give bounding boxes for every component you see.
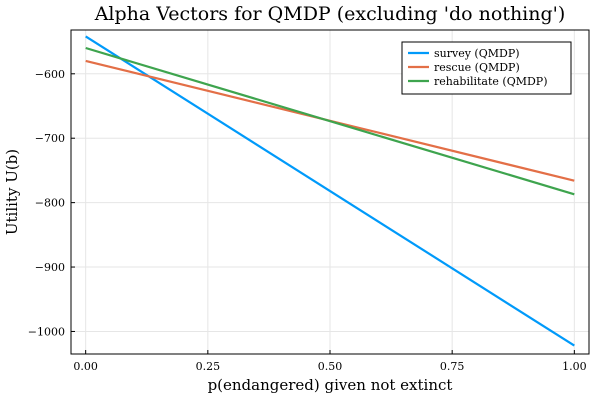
x-tick-label: 0.75 [440,360,465,373]
y-tick-label: −800 [35,197,65,210]
y-axis-label: Utility U(b) [3,149,21,235]
y-tick-label: −1000 [28,325,65,338]
legend-label: rescue (QMDP) [434,61,520,74]
series-layer [85,35,575,347]
legend-items: survey (QMDP)rescue (QMDP)rehabilitate (… [408,47,548,88]
x-tick-label: 0.50 [318,360,343,373]
y-tick-label: −700 [35,132,65,145]
legend: survey (QMDP)rescue (QMDP)rehabilitate (… [401,41,572,95]
y-axis-ticks: −1000 −900 −800 −700 −600 [28,68,75,338]
series-line-survey [85,35,575,347]
legend-label: survey (QMDP) [434,47,520,60]
legend-box [401,41,572,95]
x-tick-label: 1.00 [562,360,587,373]
y-tick-label: −600 [35,68,65,81]
x-axis-label: p(endangered) given not extinct [208,376,453,394]
series-line-rehabilitate [85,46,575,196]
legend-label: rehabilitate (QMDP) [434,75,548,88]
y-tick-label: −900 [35,261,65,274]
x-axis-ticks: 0.00 0.25 0.50 0.75 1.00 [73,350,587,373]
x-tick-label: 0.25 [196,360,221,373]
x-tick-label: 0.00 [73,360,98,373]
chart-title: Alpha Vectors for QMDP (excluding 'do no… [94,3,566,25]
